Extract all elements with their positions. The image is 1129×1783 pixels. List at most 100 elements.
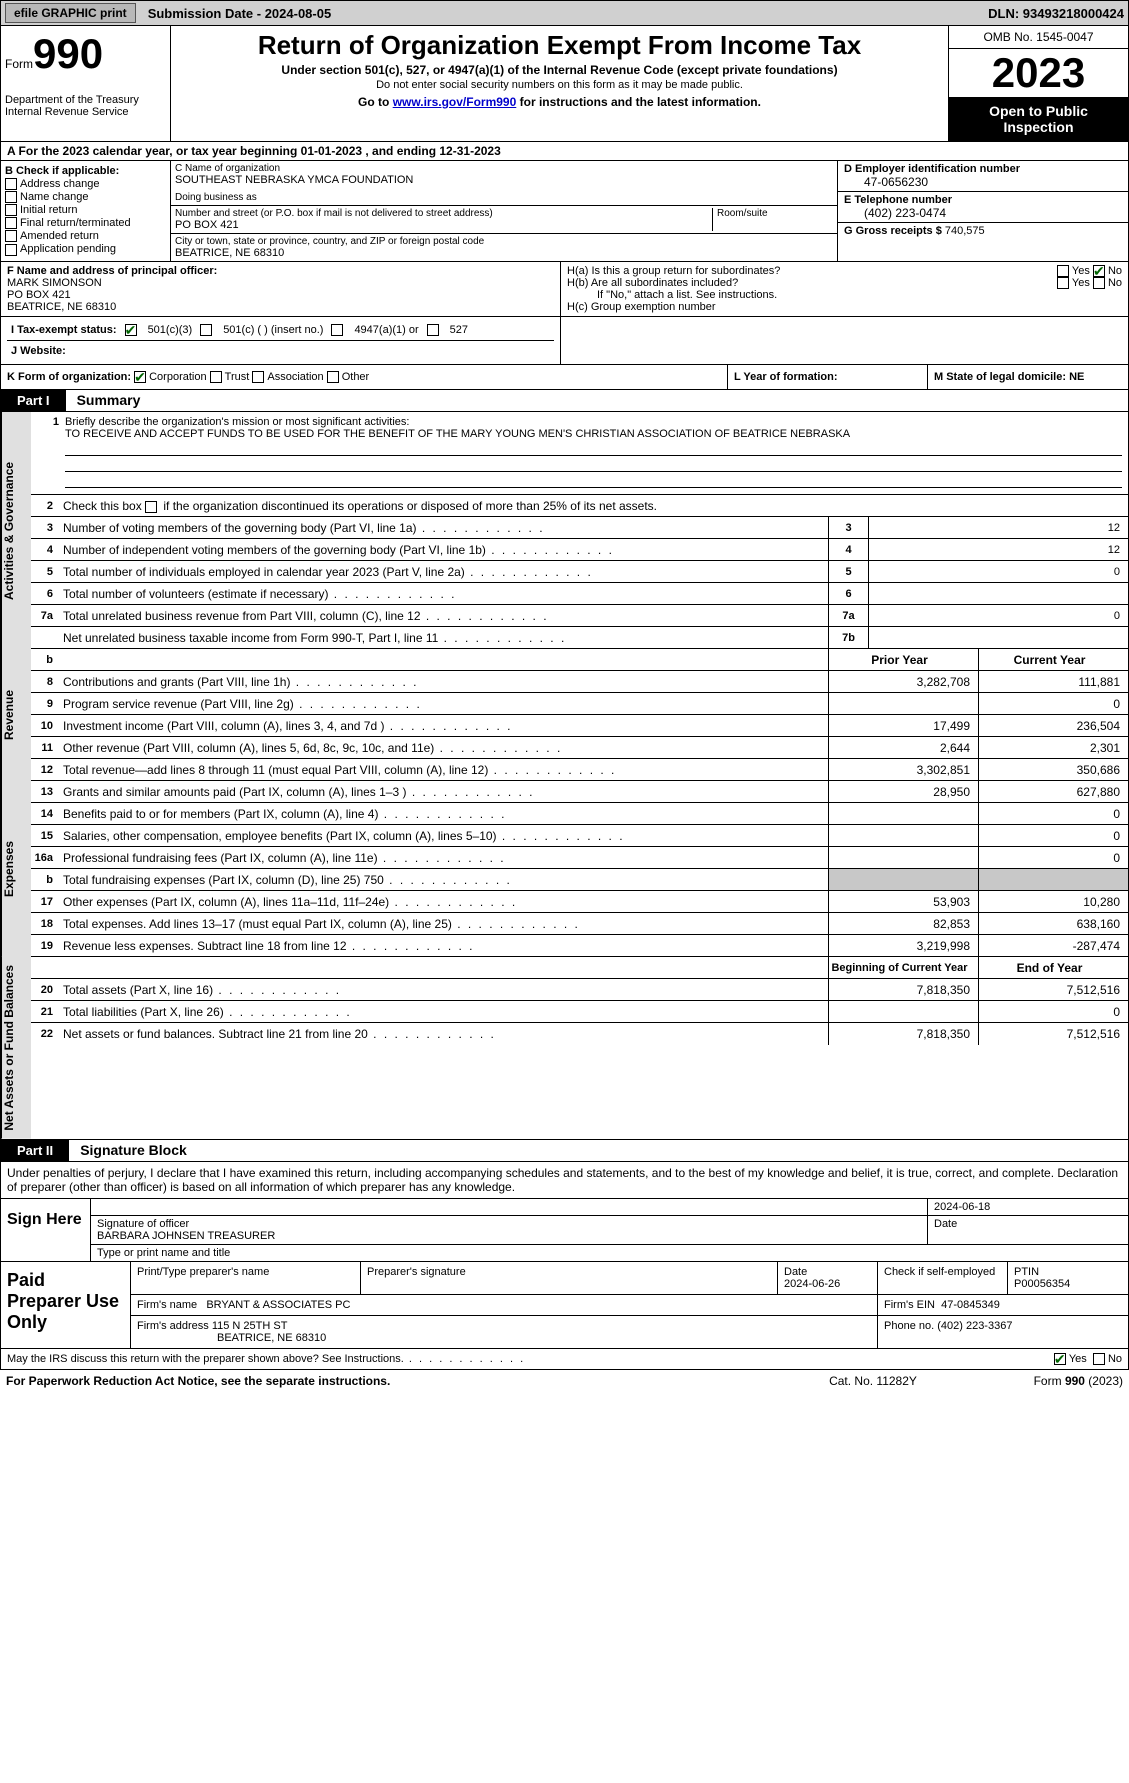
- line-value: 0: [868, 605, 1128, 626]
- beginning-year-header: Beginning of Current Year: [828, 957, 978, 978]
- chk-other[interactable]: [327, 371, 339, 383]
- curr-value: 111,881: [978, 671, 1128, 692]
- chk-application-pending[interactable]: Application pending: [5, 243, 166, 255]
- discuss-question: May the IRS discuss this return with the…: [7, 1353, 1054, 1365]
- chk-501c3[interactable]: [125, 324, 137, 336]
- chk-trust[interactable]: [210, 371, 222, 383]
- section-k: K Form of organization: Corporation Trus…: [1, 365, 728, 389]
- mission-label: Briefly describe the organization's miss…: [65, 416, 1122, 428]
- line2-desc: Check this box if the organization disco…: [59, 499, 1128, 513]
- line-desc: Other revenue (Part VIII, column (A), li…: [59, 741, 828, 755]
- chk-final-return[interactable]: Final return/terminated: [5, 217, 166, 229]
- section-c: C Name of organization SOUTHEAST NEBRASK…: [171, 161, 838, 261]
- part2-title: Signature Block: [80, 1142, 187, 1158]
- chk-4947[interactable]: [331, 324, 343, 336]
- efile-print-button[interactable]: efile GRAPHIC print: [5, 3, 136, 23]
- line-key: 7b: [828, 627, 868, 648]
- line-desc: Total fundraising expenses (Part IX, col…: [59, 873, 828, 887]
- curr-value: 0: [978, 825, 1128, 846]
- firm-addr1: 115 N 25TH ST: [212, 1320, 288, 1332]
- firm-name: BRYANT & ASSOCIATES PC: [206, 1299, 350, 1311]
- section-h: H(a) Is this a group return for subordin…: [561, 262, 1128, 316]
- line-desc: Other expenses (Part IX, column (A), lin…: [59, 895, 828, 909]
- side-revenue: Revenue: [1, 649, 31, 781]
- prior-value: 3,282,708: [828, 671, 978, 692]
- officer-addr2: BEATRICE, NE 68310: [7, 301, 554, 313]
- prior-value: [828, 825, 978, 846]
- prior-value: [828, 1001, 978, 1022]
- yes-label: Yes: [1072, 277, 1090, 289]
- line-desc: Revenue less expenses. Subtract line 18 …: [59, 939, 828, 953]
- firm-addr-label: Firm's address: [137, 1320, 209, 1332]
- officer-label: F Name and address of principal officer:: [7, 265, 554, 277]
- ha-no[interactable]: [1093, 265, 1105, 277]
- line-value: 12: [868, 517, 1128, 538]
- governance-section: Activities & Governance 1 Briefly descri…: [0, 412, 1129, 649]
- paperwork-notice: For Paperwork Reduction Act Notice, see …: [6, 1374, 773, 1388]
- section-i-label: I Tax-exempt status:: [11, 324, 117, 336]
- self-employed-check[interactable]: Check if self-employed: [878, 1262, 1008, 1294]
- curr-value: 236,504: [978, 715, 1128, 736]
- chk-501c[interactable]: [200, 324, 212, 336]
- section-l: L Year of formation:: [728, 365, 928, 389]
- line-value: 12: [868, 539, 1128, 560]
- form-990-label: Form 990: [5, 30, 166, 78]
- yes-label: Yes: [1069, 1353, 1087, 1365]
- chk-corporation[interactable]: [134, 371, 146, 383]
- ha-yes[interactable]: [1057, 265, 1069, 277]
- officer-name: MARK SIMONSON: [7, 277, 554, 289]
- room-label: Room/suite: [717, 208, 833, 219]
- prior-value: 82,853: [828, 913, 978, 934]
- line-desc: Total revenue—add lines 8 through 11 (mu…: [59, 763, 828, 777]
- chk-name-change[interactable]: Name change: [5, 191, 166, 203]
- opt-trust: Trust: [225, 371, 250, 383]
- end-year-header: End of Year: [978, 957, 1128, 978]
- chk-initial-return[interactable]: Initial return: [5, 204, 166, 216]
- chk-527[interactable]: [427, 324, 439, 336]
- firm-ein-label: Firm's EIN: [884, 1299, 935, 1311]
- tax-period: A For the 2023 calendar year, or tax yea…: [0, 142, 1129, 161]
- irs-link[interactable]: www.irs.gov/Form990: [393, 95, 517, 109]
- org-name: SOUTHEAST NEBRASKA YMCA FOUNDATION: [175, 174, 833, 186]
- officer-group-row: F Name and address of principal officer:…: [0, 262, 1129, 317]
- line-desc: Contributions and grants (Part VIII, lin…: [59, 675, 828, 689]
- curr-value: 7,512,516: [978, 979, 1128, 1000]
- chk-label: Address change: [20, 178, 100, 190]
- prior-value: 17,499: [828, 715, 978, 736]
- ha-label: H(a) Is this a group return for subordin…: [567, 265, 1057, 277]
- hb-no[interactable]: [1093, 277, 1105, 289]
- prior-value: 28,950: [828, 781, 978, 802]
- sign-here-label: Sign Here: [1, 1199, 91, 1261]
- section-d: D Employer identification number 47-0656…: [838, 161, 1128, 261]
- prior-value: 3,302,851: [828, 759, 978, 780]
- status-website-row: I Tax-exempt status: 501(c)(3) 501(c) ( …: [0, 317, 1129, 365]
- city-label: City or town, state or province, country…: [175, 236, 833, 247]
- chk-discontinued[interactable]: [145, 501, 157, 513]
- chk-association[interactable]: [252, 371, 264, 383]
- paid-preparer-label: Paid Preparer Use Only: [1, 1262, 131, 1348]
- phone-value: (402) 223-0474: [844, 206, 1122, 220]
- line-key: 5: [828, 561, 868, 582]
- tax-year: 2023: [949, 49, 1128, 97]
- curr-value: -287,474: [978, 935, 1128, 956]
- footer: For Paperwork Reduction Act Notice, see …: [0, 1370, 1129, 1392]
- section-f: F Name and address of principal officer:…: [1, 262, 561, 316]
- discuss-yes[interactable]: [1054, 1353, 1066, 1365]
- hb-note: If "No," attach a list. See instructions…: [567, 289, 1122, 301]
- line-desc: Total expenses. Add lines 13–17 (must eq…: [59, 917, 828, 931]
- firm-addr2: BEATRICE, NE 68310: [137, 1332, 326, 1344]
- ein-value: 47-0656230: [844, 175, 1122, 189]
- line-key: 6: [828, 583, 868, 604]
- opt-assoc: Association: [267, 371, 323, 383]
- goto-prefix: Go to: [358, 95, 393, 109]
- dln-number: DLN: 93493218000424: [988, 6, 1124, 21]
- section-k-label: K Form of organization:: [7, 371, 131, 383]
- line-desc: Professional fundraising fees (Part IX, …: [59, 851, 828, 865]
- chk-address-change[interactable]: Address change: [5, 178, 166, 190]
- chk-amended-return[interactable]: Amended return: [5, 230, 166, 242]
- form-number: 990: [33, 30, 103, 78]
- curr-value: 10,280: [978, 891, 1128, 912]
- dba-label: Doing business as: [175, 192, 833, 203]
- discuss-no[interactable]: [1093, 1353, 1105, 1365]
- hb-yes[interactable]: [1057, 277, 1069, 289]
